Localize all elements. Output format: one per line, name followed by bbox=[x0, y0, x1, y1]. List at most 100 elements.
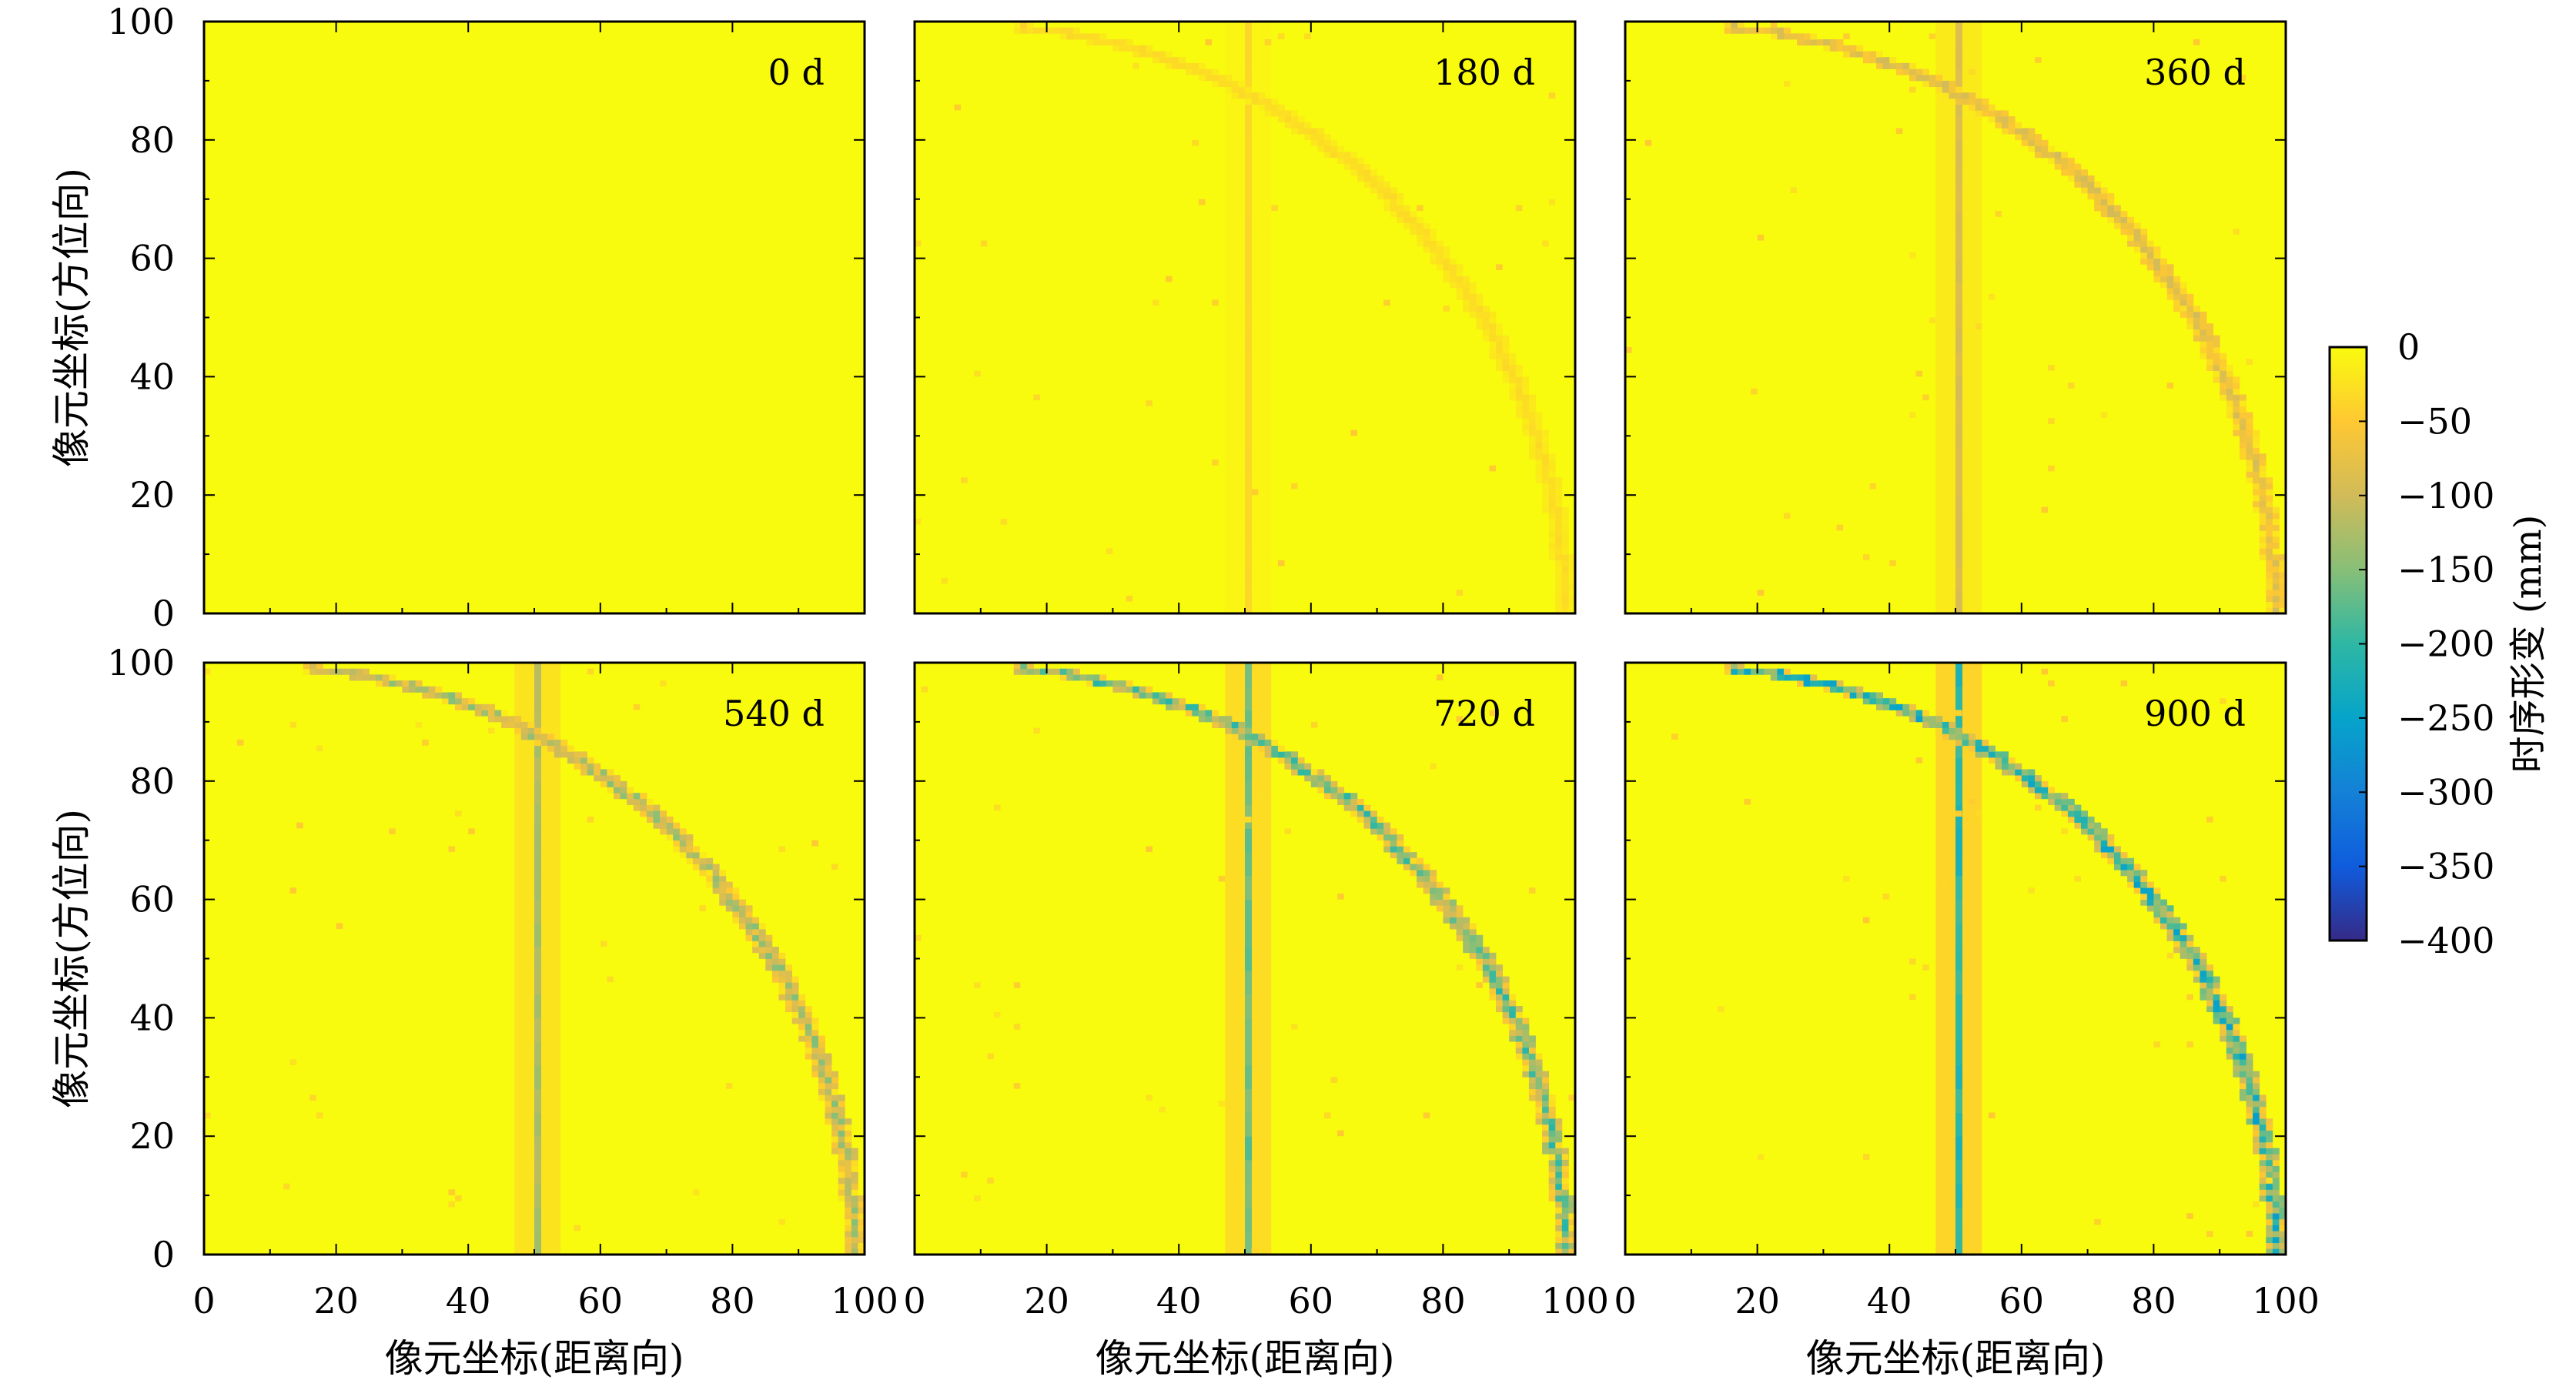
strip-cell bbox=[534, 899, 542, 924]
curve-cell bbox=[2166, 917, 2174, 924]
curve-cell bbox=[1449, 276, 1457, 282]
curve-cell bbox=[1119, 680, 1126, 687]
noise-pixel bbox=[1744, 798, 1751, 805]
curve-cell bbox=[2272, 1154, 2280, 1161]
curve-cell bbox=[1310, 128, 1318, 135]
curve-cell bbox=[1876, 692, 1884, 699]
curve-cell bbox=[2266, 495, 2273, 502]
curve-cell bbox=[1797, 33, 1805, 40]
curve-cell bbox=[1810, 680, 1818, 687]
curve-cell bbox=[1515, 383, 1523, 389]
curve-cell bbox=[2239, 406, 2246, 413]
curve-cell bbox=[1542, 1136, 1550, 1143]
curve-cell bbox=[1238, 727, 1246, 734]
noise-pixel bbox=[2061, 828, 2068, 835]
curve-cell bbox=[2239, 441, 2246, 449]
curve-cell bbox=[1548, 1112, 1556, 1119]
noise-pixel bbox=[915, 240, 922, 247]
curve-cell bbox=[2127, 857, 2135, 864]
strip-cell bbox=[1955, 447, 1963, 472]
curve-cell bbox=[2159, 899, 2167, 906]
curve-cell bbox=[1882, 57, 1890, 64]
curve-cell bbox=[2067, 798, 2075, 805]
curve-cell bbox=[1218, 721, 1226, 728]
curve-cell bbox=[1561, 524, 1569, 531]
curve-cell bbox=[309, 663, 317, 670]
curve-cell bbox=[732, 887, 740, 894]
noise-pixel bbox=[660, 680, 667, 687]
curve-cell bbox=[646, 810, 654, 817]
curve-cell bbox=[2246, 1101, 2253, 1108]
strip-cell bbox=[1245, 282, 1253, 306]
curve-cell bbox=[2067, 163, 2075, 170]
curve-cell bbox=[2140, 893, 2148, 900]
curve-cell bbox=[2107, 834, 2115, 841]
curve-cell bbox=[1555, 566, 1563, 573]
curve-cell bbox=[2186, 941, 2194, 947]
noise-pixel bbox=[1548, 199, 1556, 205]
curve-cell bbox=[2146, 252, 2154, 259]
curve-cell bbox=[758, 952, 766, 959]
curve-cell bbox=[1436, 881, 1444, 888]
noise-pixels bbox=[915, 22, 1556, 602]
curve-cell bbox=[838, 1118, 845, 1125]
curve-cell bbox=[858, 1201, 865, 1208]
curve-cell bbox=[1363, 810, 1371, 817]
curve-cell bbox=[1555, 536, 1563, 543]
curve-cell bbox=[2239, 1094, 2246, 1101]
curve-cell bbox=[534, 739, 541, 747]
curve-cell bbox=[1862, 698, 1870, 705]
curve-cell bbox=[2266, 560, 2273, 566]
noise-pixel bbox=[1862, 917, 1870, 924]
curve-cell bbox=[1515, 412, 1523, 419]
noise-pixel bbox=[2206, 1231, 2213, 1237]
curve-cell bbox=[1423, 222, 1430, 229]
curve-cell bbox=[2279, 595, 2287, 603]
noise-pixel bbox=[1955, 810, 1962, 817]
curve-cell bbox=[1350, 798, 1358, 805]
noise-pixel bbox=[1869, 483, 1877, 490]
curve-cell bbox=[1803, 39, 1811, 46]
curve-cell bbox=[2074, 810, 2082, 817]
curve-cell bbox=[1995, 110, 2002, 117]
curve-cell bbox=[1770, 27, 1778, 34]
noise-pixel bbox=[778, 1218, 786, 1225]
curve-cell bbox=[2100, 199, 2108, 205]
curve-cell bbox=[2015, 775, 2022, 782]
noise-pixel bbox=[1757, 1154, 1765, 1160]
curve-cell bbox=[2100, 840, 2108, 847]
curve-cell bbox=[838, 1183, 845, 1190]
curve-cell bbox=[1856, 692, 1864, 699]
curve-cell bbox=[1337, 145, 1345, 152]
noise-pixel bbox=[1258, 793, 1265, 799]
noise-pixel bbox=[1922, 394, 1929, 401]
curve-cell bbox=[560, 739, 568, 747]
curve-cell bbox=[1310, 134, 1318, 141]
curve-cell bbox=[1935, 716, 1943, 723]
curve-cell bbox=[2220, 359, 2227, 366]
curve-cell bbox=[1988, 104, 1996, 111]
curve-cell bbox=[2246, 1082, 2253, 1090]
curve-cell bbox=[1522, 376, 1530, 383]
curve-cell bbox=[1410, 216, 1417, 223]
curve-cell bbox=[1528, 1088, 1536, 1095]
curve-cell bbox=[2239, 1047, 2246, 1054]
curve-cell bbox=[1955, 739, 1962, 747]
curve-cell bbox=[2008, 763, 2016, 770]
curve-cell bbox=[818, 1077, 825, 1084]
curve-cell bbox=[1245, 98, 1252, 105]
curve-cell bbox=[2272, 513, 2280, 520]
curve-cell bbox=[692, 864, 700, 870]
curve-cell bbox=[2193, 335, 2200, 342]
curve-cell bbox=[2133, 240, 2141, 247]
curve-cell bbox=[2054, 804, 2062, 811]
curve-cell bbox=[2087, 193, 2095, 200]
curve-cell bbox=[376, 680, 383, 687]
curve-cell bbox=[738, 923, 746, 930]
curve-cell bbox=[1020, 663, 1028, 670]
curve-cell bbox=[1469, 947, 1477, 954]
curve-cell bbox=[2193, 317, 2200, 324]
noise-pixel bbox=[1284, 828, 1292, 835]
curve-cell bbox=[1013, 22, 1021, 28]
curve-cell bbox=[2226, 376, 2233, 383]
